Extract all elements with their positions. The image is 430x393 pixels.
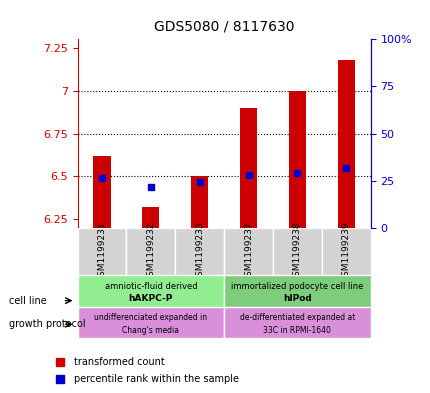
FancyBboxPatch shape <box>77 228 126 275</box>
Text: cell line: cell line <box>9 296 46 306</box>
Text: GSM1199238: GSM1199238 <box>292 221 301 282</box>
FancyBboxPatch shape <box>224 307 370 338</box>
Text: 33C in RPMI-1640: 33C in RPMI-1640 <box>263 326 331 334</box>
Text: Chang's media: Chang's media <box>122 326 179 334</box>
Text: GSM1199231: GSM1199231 <box>97 221 106 282</box>
Title: GDS5080 / 8117630: GDS5080 / 8117630 <box>154 20 294 34</box>
Bar <box>288 91 305 228</box>
Text: hlPod: hlPod <box>283 294 311 303</box>
Text: undifferenciated expanded in: undifferenciated expanded in <box>94 313 207 322</box>
Text: transformed count: transformed count <box>74 356 165 367</box>
Bar <box>93 156 110 228</box>
Text: GSM1199233: GSM1199233 <box>195 221 204 282</box>
Bar <box>142 208 159 228</box>
Text: hAKPC-P: hAKPC-P <box>129 294 172 303</box>
Bar <box>240 108 256 228</box>
Bar <box>337 60 354 228</box>
Text: immortalized podocyte cell line: immortalized podocyte cell line <box>230 282 363 290</box>
Text: growth protocol: growth protocol <box>9 319 85 329</box>
FancyBboxPatch shape <box>126 228 175 275</box>
FancyBboxPatch shape <box>321 228 370 275</box>
Text: percentile rank within the sample: percentile rank within the sample <box>74 374 239 384</box>
Bar <box>190 176 208 228</box>
Text: GSM1199237: GSM1199237 <box>243 221 252 282</box>
Text: GSM1199239: GSM1199239 <box>341 221 350 282</box>
Text: de-differentiated expanded at: de-differentiated expanded at <box>239 313 354 322</box>
FancyBboxPatch shape <box>175 228 224 275</box>
FancyBboxPatch shape <box>224 228 272 275</box>
FancyBboxPatch shape <box>224 275 370 307</box>
Text: amniotic-fluid derived: amniotic-fluid derived <box>104 282 197 290</box>
Text: GSM1199232: GSM1199232 <box>146 221 155 282</box>
FancyBboxPatch shape <box>272 228 321 275</box>
FancyBboxPatch shape <box>77 307 224 338</box>
FancyBboxPatch shape <box>77 275 224 307</box>
